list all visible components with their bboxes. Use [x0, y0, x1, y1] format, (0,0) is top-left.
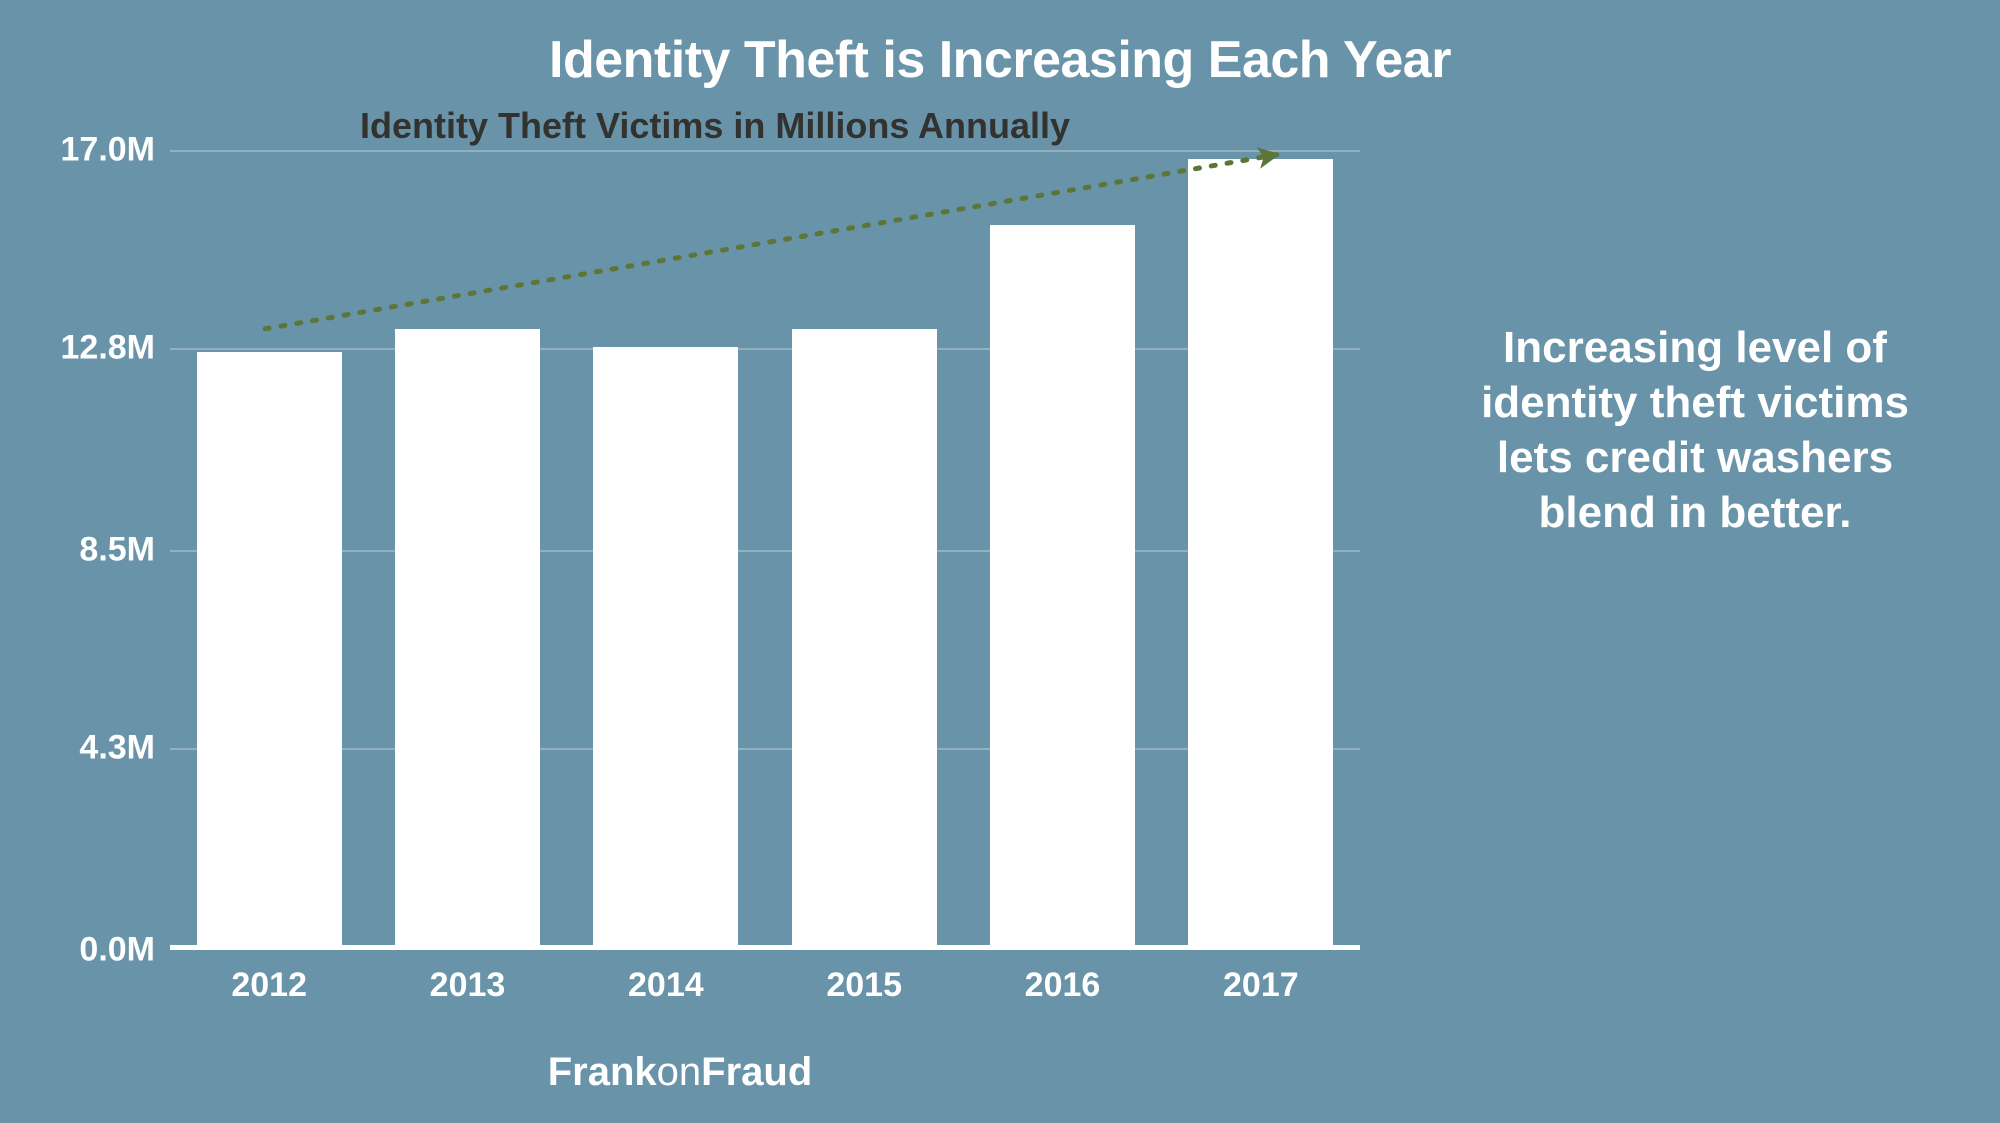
chart-area: 0.0M4.3M8.5M12.8M17.0M201220132014201520… [170, 150, 1360, 950]
x-axis-label: 2016 [1025, 966, 1101, 1005]
x-axis-label: 2014 [628, 966, 704, 1005]
y-axis-label: 12.8M [35, 328, 155, 367]
branding-part1: Frank [548, 1050, 657, 1094]
y-axis-label: 4.3M [35, 728, 155, 767]
y-axis-label: 0.0M [35, 931, 155, 970]
y-axis-label: 17.0M [35, 131, 155, 170]
branding: FrankonFraud [0, 1050, 1360, 1095]
branding-part2: on [657, 1050, 702, 1094]
x-axis-label: 2015 [826, 966, 902, 1005]
slide: Identity Theft is Increasing Each Year I… [0, 0, 2000, 1123]
x-axis-label: 2013 [430, 966, 506, 1005]
trend-arrow [170, 150, 1360, 950]
y-axis-label: 8.5M [35, 531, 155, 570]
x-axis-label: 2017 [1223, 966, 1299, 1005]
chart-subtitle: Identity Theft Victims in Millions Annua… [360, 105, 1070, 147]
branding-part3: Fraud [701, 1050, 812, 1094]
plot-region: 0.0M4.3M8.5M12.8M17.0M201220132014201520… [170, 150, 1360, 950]
sidebar-commentary: Increasing level of identity theft victi… [1450, 320, 1940, 540]
x-axis-label: 2012 [231, 966, 307, 1005]
chart-title: Identity Theft is Increasing Each Year [0, 30, 2000, 90]
